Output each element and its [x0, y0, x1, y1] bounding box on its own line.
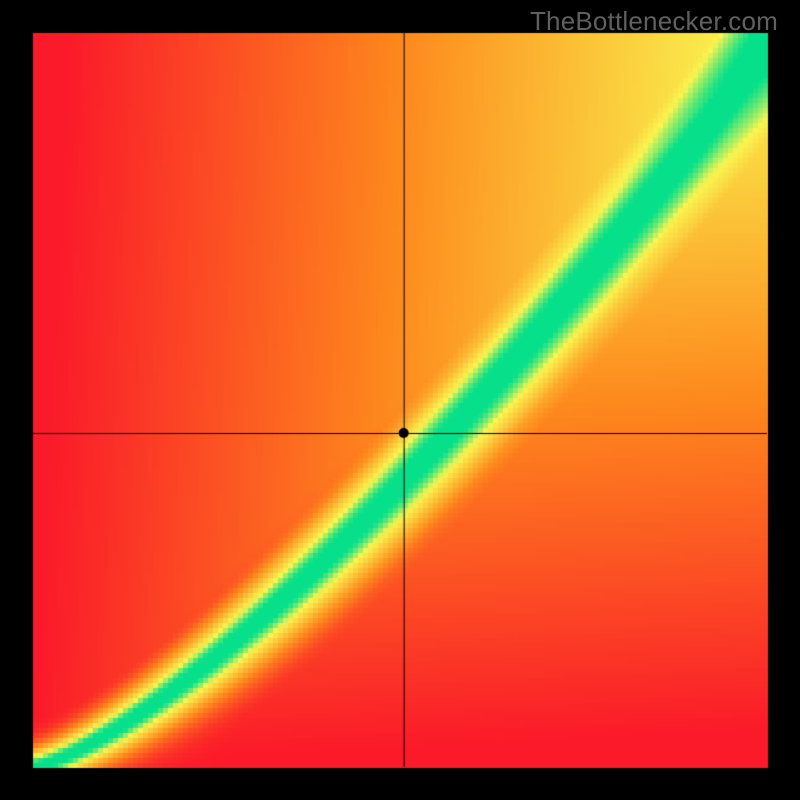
bottleneck-heatmap — [0, 0, 800, 800]
chart-container: TheBottlenecker.com — [0, 0, 800, 800]
watermark-text: TheBottlenecker.com — [530, 6, 778, 37]
